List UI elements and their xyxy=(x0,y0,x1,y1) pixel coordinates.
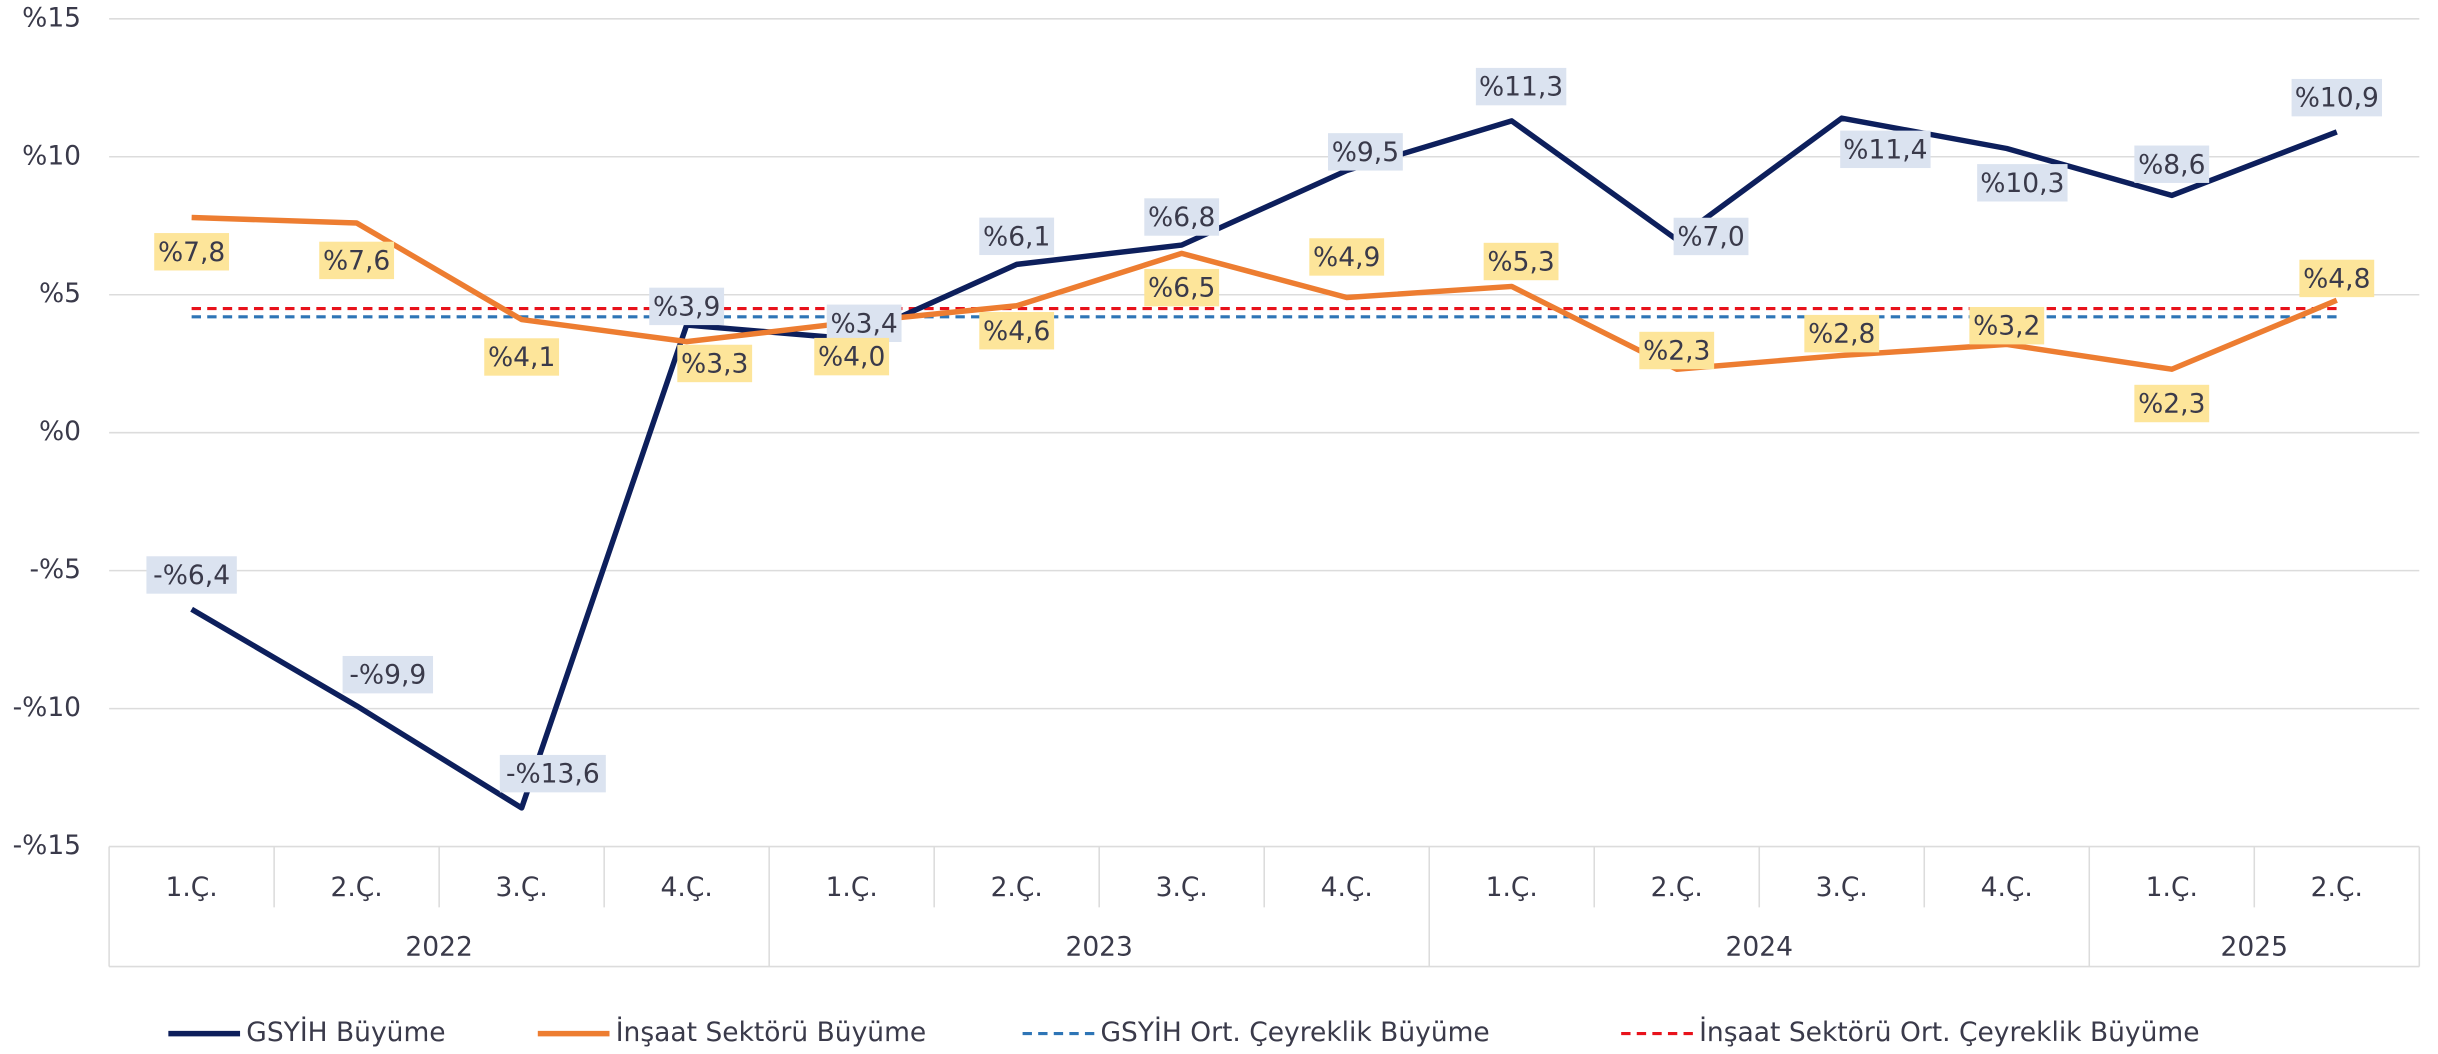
x-tick-label: 2.Ç. xyxy=(991,872,1043,903)
y-tick-label: -%15 xyxy=(13,830,81,861)
data-label-box xyxy=(342,655,434,694)
x-tick-label: 4.Ç. xyxy=(1321,872,1373,903)
data-label-box xyxy=(1977,164,2068,202)
data-label-box xyxy=(1969,306,2045,345)
data-label-box xyxy=(2291,78,2382,117)
x-tick-label: 1.Ç. xyxy=(826,872,878,903)
data-label-box xyxy=(2134,384,2210,423)
data-label: -%6,4 xyxy=(153,560,230,591)
x-tick-label: 1.Ç. xyxy=(1486,872,1538,903)
data-label: %2,3 xyxy=(1643,336,1710,367)
x-tick-label: 1.Ç. xyxy=(166,872,218,903)
data-label: %3,4 xyxy=(830,308,897,339)
data-label: %2,8 xyxy=(1808,319,1875,350)
data-label-box xyxy=(1639,331,1715,370)
x-group-label: 2024 xyxy=(1726,931,1793,962)
data-label-box xyxy=(154,233,230,271)
data-label: %11,4 xyxy=(1843,134,1927,165)
y-tick-label: %5 xyxy=(39,278,81,309)
data-label: -%9,9 xyxy=(349,660,426,691)
data-label-box xyxy=(1804,314,1880,353)
x-tick-label: 3.Ç. xyxy=(1156,872,1208,903)
legend-label: GSYİH Büyüme xyxy=(246,1016,445,1048)
series-line xyxy=(191,214,2338,372)
y-tick-label: -%10 xyxy=(13,692,81,723)
data-label: %6,1 xyxy=(983,221,1050,252)
data-label-box xyxy=(826,304,902,342)
data-label: %9,5 xyxy=(1332,137,1399,168)
data-label: -%13,6 xyxy=(506,759,600,790)
data-label-box xyxy=(979,217,1055,256)
x-tick-label: 2.Ç. xyxy=(1651,872,1703,903)
data-label-box xyxy=(1475,67,1567,106)
data-label: %6,8 xyxy=(1148,202,1215,233)
data-label: %7,8 xyxy=(158,237,225,268)
data-label: %4,1 xyxy=(488,342,555,373)
data-label-box xyxy=(1483,242,1559,281)
data-label-box xyxy=(319,241,395,280)
legend-label: İnşaat Sektörü Ort. Çeyreklik Büyüme xyxy=(1699,1016,2199,1048)
x-tick-label: 2.Ç. xyxy=(331,872,383,903)
data-label: %2,3 xyxy=(2138,389,2205,420)
data-label-box xyxy=(814,337,890,376)
data-label: %7,0 xyxy=(1677,221,1744,252)
data-label-box xyxy=(484,338,560,376)
y-tick-label: %15 xyxy=(22,2,81,33)
data-label: %4,0 xyxy=(818,342,885,373)
legend-label: GSYİH Ort. Çeyreklik Büyüme xyxy=(1101,1016,1490,1048)
x-tick-label: 1.Ç. xyxy=(2146,872,2198,903)
x-group-label: 2022 xyxy=(405,931,472,962)
x-group-label: 2023 xyxy=(1065,931,1132,962)
data-label: %4,8 xyxy=(2303,263,2370,294)
data-label-box xyxy=(1673,217,1749,256)
data-label: %3,9 xyxy=(653,291,720,322)
data-label: %7,6 xyxy=(323,245,390,276)
x-tick-label: 3.Ç. xyxy=(1816,872,1868,903)
data-label: %3,2 xyxy=(1973,311,2040,342)
data-label: %6,5 xyxy=(1148,273,1215,304)
data-label: %3,3 xyxy=(681,349,748,380)
x-group-label: 2025 xyxy=(2221,931,2288,962)
y-tick-label: %10 xyxy=(22,140,81,171)
data-label-box xyxy=(1840,130,1931,169)
data-label: %4,9 xyxy=(1313,242,1380,273)
data-label-box xyxy=(1309,238,1385,276)
x-tick-label: 3.Ç. xyxy=(496,872,548,903)
x-tick-label: 4.Ç. xyxy=(1981,872,2033,903)
x-tick-label: 4.Ç. xyxy=(661,872,713,903)
data-label: %8,6 xyxy=(2138,149,2205,180)
data-label-box xyxy=(979,312,1055,350)
y-tick-label: -%5 xyxy=(29,554,81,585)
data-label: %5,3 xyxy=(1487,247,1554,278)
data-label-box xyxy=(649,287,725,326)
data-label: %4,6 xyxy=(983,316,1050,347)
data-label: %10,9 xyxy=(2295,83,2379,114)
data-label-box xyxy=(1144,268,1220,307)
series-line xyxy=(190,115,2338,811)
data-label-box xyxy=(1328,133,1403,171)
data-label-box xyxy=(146,556,237,594)
data-label-box xyxy=(2299,259,2375,298)
data-label-box xyxy=(677,344,753,383)
data-label-box xyxy=(1144,198,1220,236)
data-label-box xyxy=(499,754,606,793)
legend-label: İnşaat Sektörü Büyüme xyxy=(616,1016,926,1048)
data-label: %11,3 xyxy=(1479,72,1563,103)
data-label: %10,3 xyxy=(1980,168,2064,199)
y-tick-label: %0 xyxy=(39,416,81,447)
data-label-box xyxy=(2134,145,2210,183)
x-tick-label: 2.Ç. xyxy=(2311,872,2363,903)
